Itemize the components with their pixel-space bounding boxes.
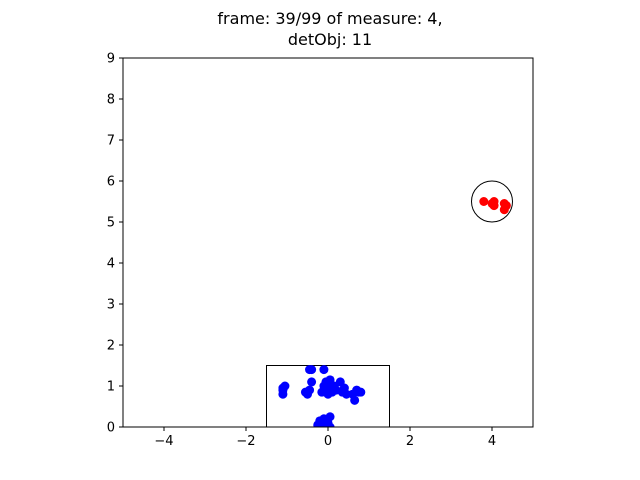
y-tick-label: 7 <box>107 134 115 149</box>
axis-ticks: −4 −2 0 2 4 0 1 2 3 4 5 6 7 8 9 <box>107 52 496 450</box>
blue-point <box>307 377 317 387</box>
chart-title-line-2: detObj: 11 <box>288 30 372 49</box>
x-tick-label: 2 <box>406 434 414 449</box>
region-circle <box>471 180 513 223</box>
blue-point <box>325 412 335 422</box>
y-tick-label: 6 <box>107 175 115 190</box>
blue-point <box>325 422 335 427</box>
x-tick-label: 4 <box>488 434 496 449</box>
plot-shapes <box>266 180 513 427</box>
y-tick-label: 3 <box>107 298 115 313</box>
blue-point <box>305 385 315 395</box>
plot-points <box>278 197 511 427</box>
blue-point <box>356 387 366 397</box>
x-tick-label: −4 <box>154 434 173 449</box>
x-tick-label: 0 <box>324 434 332 449</box>
red-point <box>489 197 499 206</box>
y-tick-label: 0 <box>107 421 115 436</box>
red-point <box>499 199 509 209</box>
y-tick-label: 8 <box>107 93 115 108</box>
region-rectangle <box>266 365 390 427</box>
y-tick-label: 9 <box>107 52 115 67</box>
red-point <box>479 197 489 206</box>
blue-point <box>319 365 329 375</box>
y-tick-label: 5 <box>107 216 115 231</box>
blue-point <box>307 365 317 375</box>
y-tick-label: 2 <box>107 339 115 354</box>
x-tick-label: −2 <box>236 434 255 449</box>
axes-frame <box>122 57 534 428</box>
chart-title-line-1: frame: 39/99 of measure: 4, <box>217 9 442 28</box>
y-tick-label: 4 <box>107 257 115 272</box>
blue-point <box>350 395 360 405</box>
blue-point <box>341 389 351 399</box>
y-tick-label: 1 <box>107 380 115 395</box>
blue-point <box>280 381 290 391</box>
